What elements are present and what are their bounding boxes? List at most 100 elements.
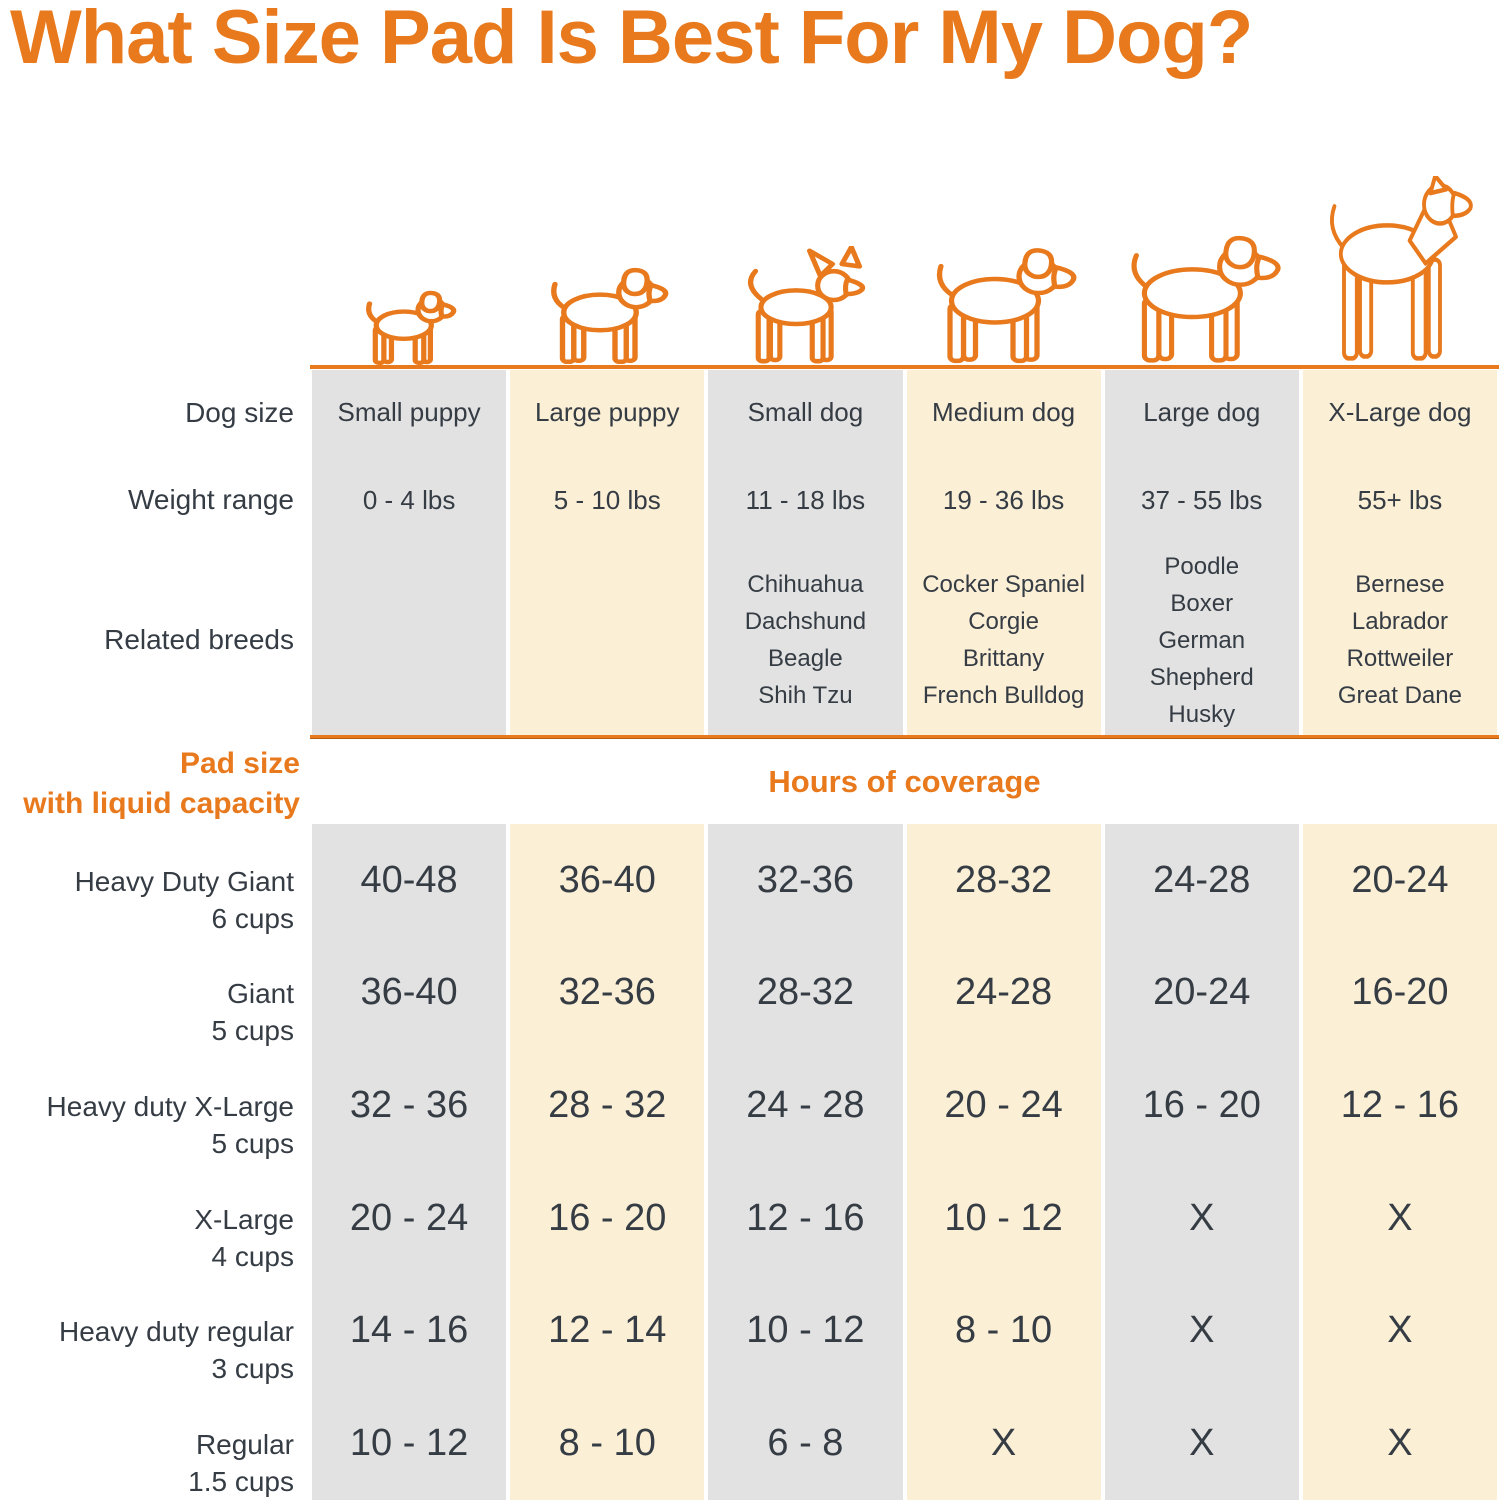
pad-name: Heavy duty X-Large bbox=[46, 1090, 294, 1122]
hours-cell: 24-28 bbox=[1102, 824, 1301, 937]
hours-cell: 8 - 10 bbox=[508, 1387, 707, 1500]
hours-cell: 32-36 bbox=[508, 936, 707, 1050]
weight-cell: 0 - 4 lbs bbox=[310, 455, 509, 545]
breed-name: Rottweiler bbox=[1346, 645, 1454, 672]
breeds-cell bbox=[310, 545, 509, 735]
hours-cell: 8 - 10 bbox=[904, 1274, 1103, 1388]
hours-cell: 16-20 bbox=[1300, 936, 1499, 1050]
pad-row-label: X-Large 4 cups bbox=[0, 1161, 310, 1275]
breeds-cell: Bernese Labrador Rottweiler Great Dane bbox=[1300, 545, 1499, 735]
column-header-large-dog: Large dog bbox=[1102, 370, 1301, 455]
hours-cell: 24 - 28 bbox=[706, 1049, 905, 1162]
row-label-dog-size: Dog size bbox=[0, 370, 310, 455]
hours-cell: X bbox=[1300, 1274, 1499, 1388]
breed-name: Corgie bbox=[968, 608, 1039, 635]
weight-cell: 5 - 10 lbs bbox=[508, 455, 707, 545]
dog-medium-dog-icon bbox=[936, 248, 1077, 364]
breed-name: French Bulldog bbox=[922, 682, 1085, 709]
hours-cell: 20 - 24 bbox=[904, 1049, 1103, 1162]
breeds-cell bbox=[508, 545, 707, 735]
hours-cell: 40-48 bbox=[310, 824, 509, 937]
hours-cell: 10 - 12 bbox=[310, 1387, 509, 1500]
hours-cell: 20 - 24 bbox=[310, 1161, 509, 1275]
hours-cell: 28-32 bbox=[904, 824, 1103, 937]
hours-cell: 10 - 12 bbox=[706, 1274, 905, 1388]
breed-name: Shih Tzu bbox=[758, 682, 853, 709]
dog-info-table: Dog size Small puppy Large puppy Small d… bbox=[0, 370, 1499, 735]
pad-name: X-Large bbox=[194, 1203, 294, 1235]
ground-line bbox=[310, 365, 1499, 369]
dog-large-dog-icon bbox=[1131, 235, 1281, 363]
hours-cell: 12 - 14 bbox=[508, 1274, 707, 1388]
pad-name: Heavy Duty Giant bbox=[74, 865, 294, 897]
hours-cell: X bbox=[904, 1387, 1103, 1500]
breeds-cell: Poodle Boxer German Shepherd Husky bbox=[1102, 545, 1301, 735]
dog-small-dog-icon bbox=[748, 246, 866, 364]
hours-cell: 12 - 16 bbox=[706, 1161, 905, 1275]
hours-cell: 16 - 20 bbox=[1102, 1049, 1301, 1162]
hours-table: Heavy Duty Giant 6 cups 40-48 36-40 32-3… bbox=[0, 824, 1499, 1500]
hours-cell: 32 - 36 bbox=[310, 1049, 509, 1162]
breed-name: Cocker Spaniel bbox=[922, 571, 1085, 598]
weight-cell: 55+ lbs bbox=[1300, 455, 1499, 545]
pad-row-label: Heavy duty X-Large 5 cups bbox=[0, 1049, 310, 1162]
pad-capacity: 3 cups bbox=[211, 1353, 295, 1385]
section-divider-line bbox=[310, 735, 1499, 739]
breed-name: Poodle bbox=[1164, 552, 1240, 580]
pad-row-label: Heavy duty regular 3 cups bbox=[0, 1274, 310, 1388]
pad-row-label: Heavy Duty Giant 6 cups bbox=[0, 824, 310, 937]
column-header-medium-dog: Medium dog bbox=[904, 370, 1103, 455]
hours-cell: 36-40 bbox=[310, 936, 509, 1050]
weight-cell: 37 - 55 lbs bbox=[1102, 455, 1301, 545]
pad-name: Regular bbox=[195, 1428, 294, 1460]
hours-cell: X bbox=[1102, 1161, 1301, 1275]
breed-name: Husky bbox=[1168, 700, 1236, 728]
pad-capacity: 6 cups bbox=[211, 902, 295, 934]
hours-of-coverage-header: Hours of coverage bbox=[768, 764, 1041, 799]
hours-cell: 28 - 32 bbox=[508, 1049, 707, 1162]
pad-capacity: 5 cups bbox=[211, 1015, 295, 1047]
hours-cell: 12 - 16 bbox=[1300, 1049, 1499, 1162]
dog-xlarge-dog-icon bbox=[1330, 176, 1473, 361]
pad-name: Giant bbox=[227, 978, 294, 1010]
hours-cell: X bbox=[1102, 1387, 1301, 1500]
breeds-cell: Cocker Spaniel Corgie Brittany French Bu… bbox=[904, 545, 1103, 735]
breed-name: German Shepherd bbox=[1149, 626, 1254, 691]
pad-capacity: 5 cups bbox=[211, 1127, 295, 1159]
column-header-small-puppy: Small puppy bbox=[310, 370, 509, 455]
dog-small-puppy-icon bbox=[366, 290, 457, 365]
pad-size-header-line1: Pad size bbox=[179, 747, 300, 780]
weight-cell: 19 - 36 lbs bbox=[904, 455, 1103, 545]
hours-cell: 6 - 8 bbox=[706, 1387, 905, 1500]
hours-cell: 16 - 20 bbox=[508, 1161, 707, 1275]
hours-cell: X bbox=[1102, 1274, 1301, 1388]
pad-size-section-header: Pad size with liquid capacity bbox=[0, 744, 300, 824]
breed-name: Labrador bbox=[1351, 608, 1448, 635]
row-label-weight-range: Weight range bbox=[0, 455, 310, 545]
breed-name: Beagle bbox=[768, 645, 843, 672]
hours-cell: 14 - 16 bbox=[310, 1274, 509, 1388]
page-title: What Size Pad Is Best For My Dog? bbox=[10, 0, 1253, 80]
hours-cell: 10 - 12 bbox=[904, 1161, 1103, 1275]
column-header-small-dog: Small dog bbox=[706, 370, 905, 455]
hours-cell: 20-24 bbox=[1300, 824, 1499, 937]
hours-cell: 28-32 bbox=[706, 936, 905, 1050]
breed-name: Chihuahua bbox=[747, 571, 864, 598]
row-label-related-breeds: Related breeds bbox=[0, 545, 310, 735]
column-header-large-puppy: Large puppy bbox=[508, 370, 707, 455]
pad-capacity: 4 cups bbox=[211, 1240, 295, 1272]
hours-cell: 20-24 bbox=[1102, 936, 1301, 1050]
breed-name: Brittany bbox=[962, 645, 1045, 672]
pad-size-header-line2: with liquid capacity bbox=[23, 787, 300, 820]
breed-name: Bernese bbox=[1355, 571, 1445, 598]
hours-cell: 32-36 bbox=[706, 824, 905, 937]
column-header-xlarge-dog: X-Large dog bbox=[1300, 370, 1499, 455]
pad-name: Heavy duty regular bbox=[58, 1316, 294, 1348]
hours-cell: 24-28 bbox=[904, 936, 1103, 1050]
breed-name: Great Dane bbox=[1337, 682, 1462, 709]
breed-name: Boxer bbox=[1170, 589, 1234, 617]
hours-cell: X bbox=[1300, 1161, 1499, 1275]
hours-cell: X bbox=[1300, 1387, 1499, 1500]
weight-cell: 11 - 18 lbs bbox=[706, 455, 905, 545]
